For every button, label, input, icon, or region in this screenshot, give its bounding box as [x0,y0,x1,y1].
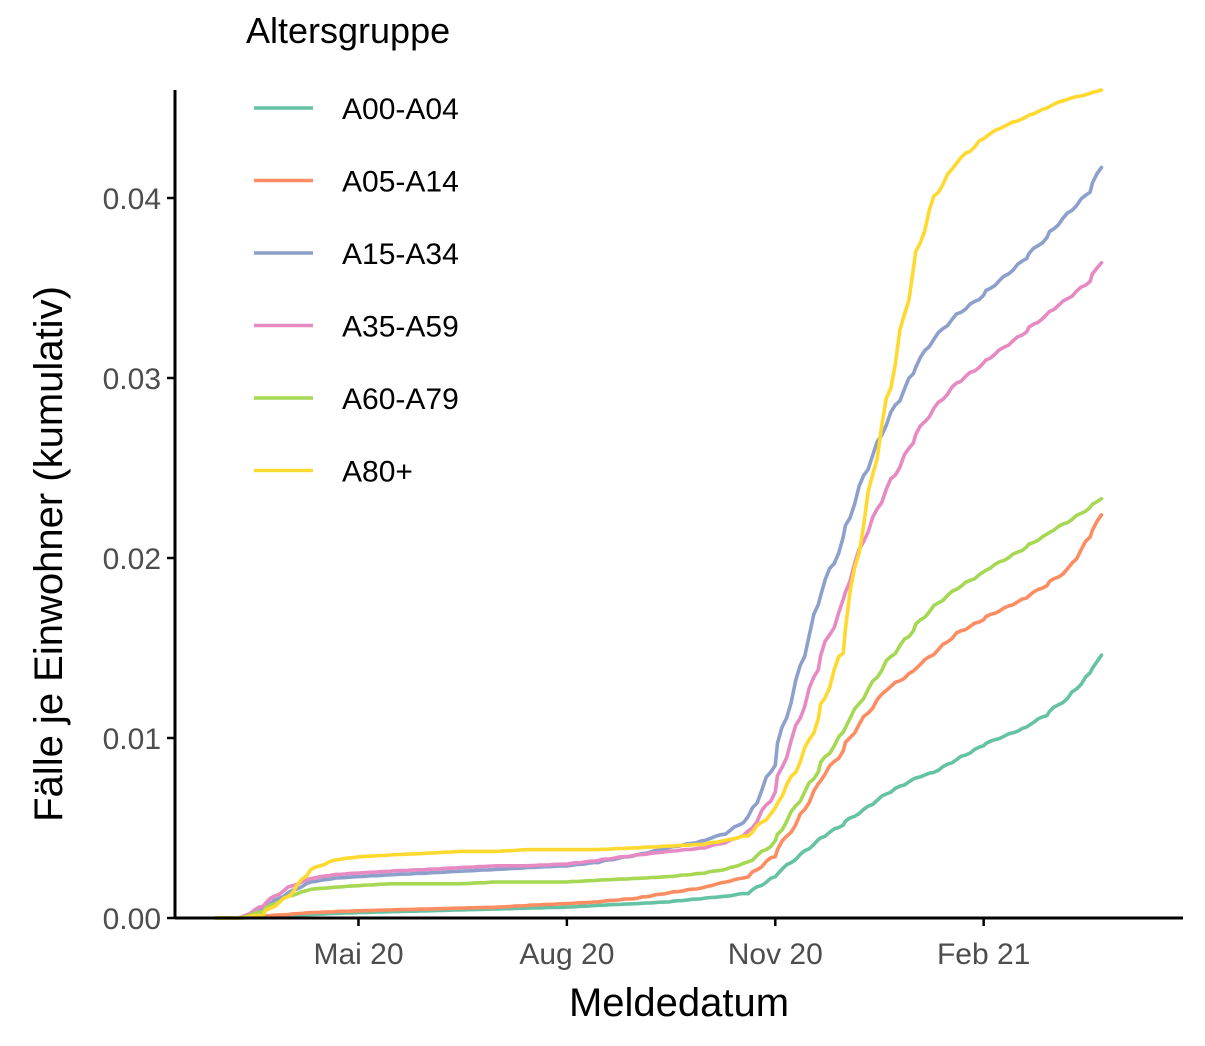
legend-label: A15-A34 [342,238,459,271]
legend-title: Altersgruppe [246,10,450,51]
x-axis-ticks: Mai 20 Aug 20 Nov 20 Feb 21 [313,918,1030,971]
legend-label: A00-A04 [342,93,459,126]
y-axis-title: Fälle je Einwohner (kumulativ) [27,286,71,822]
y-tick-label: 0.04 [103,183,161,216]
legend-label: A60-A79 [342,383,459,416]
legend: Altersgruppe A00-A04 A05-A14 A15-A34 A35-A5… [246,10,459,489]
x-tick-label: Aug 20 [519,938,614,971]
plot-lines [214,88,1104,920]
y-tick-label: 0.02 [103,543,161,576]
x-tick-label: Nov 20 [728,938,823,971]
legend-label: A35-A59 [342,311,459,344]
x-tick-label: Mai 20 [313,938,403,971]
x-tick-label: Feb 21 [937,938,1030,971]
x-axis-title: Meldedatum [569,981,789,1025]
series-line-a15-a34 [214,165,1104,920]
series-line-a05-a14 [214,513,1104,920]
series-line-a60-a79 [214,496,1104,920]
legend-label: A05-A14 [342,166,459,199]
y-tick-label: 0.01 [103,723,161,756]
y-tick-label: 0.00 [103,903,161,936]
series-line-a35-a59 [214,261,1104,920]
legend-items: A00-A04 A05-A14 A15-A34 A35-A59 A60-A79 A80+ [254,93,459,489]
y-axis-ticks: 0.00 0.01 0.02 0.03 0.04 [103,183,175,936]
legend-label: A80+ [342,456,413,489]
y-tick-label: 0.03 [103,363,161,396]
series-line-a80- [214,88,1104,920]
